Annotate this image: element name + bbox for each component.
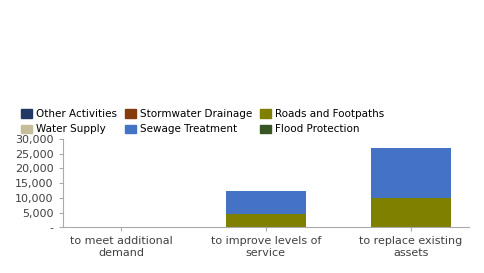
Legend: Other Activities, Water Supply, Stormwater Drainage, Sewage Treatment, Roads and: Other Activities, Water Supply, Stormwat… (19, 107, 386, 136)
Bar (226, 191, 306, 214)
Bar (371, 198, 451, 227)
Bar (226, 214, 306, 227)
Bar (371, 148, 451, 198)
